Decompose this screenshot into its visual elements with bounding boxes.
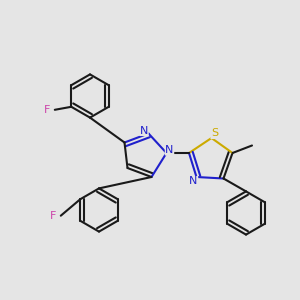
Text: N: N xyxy=(140,125,148,136)
Text: N: N xyxy=(165,145,174,155)
Text: F: F xyxy=(44,105,50,115)
Text: S: S xyxy=(211,128,218,139)
Text: N: N xyxy=(189,176,198,187)
Text: F: F xyxy=(50,211,56,221)
